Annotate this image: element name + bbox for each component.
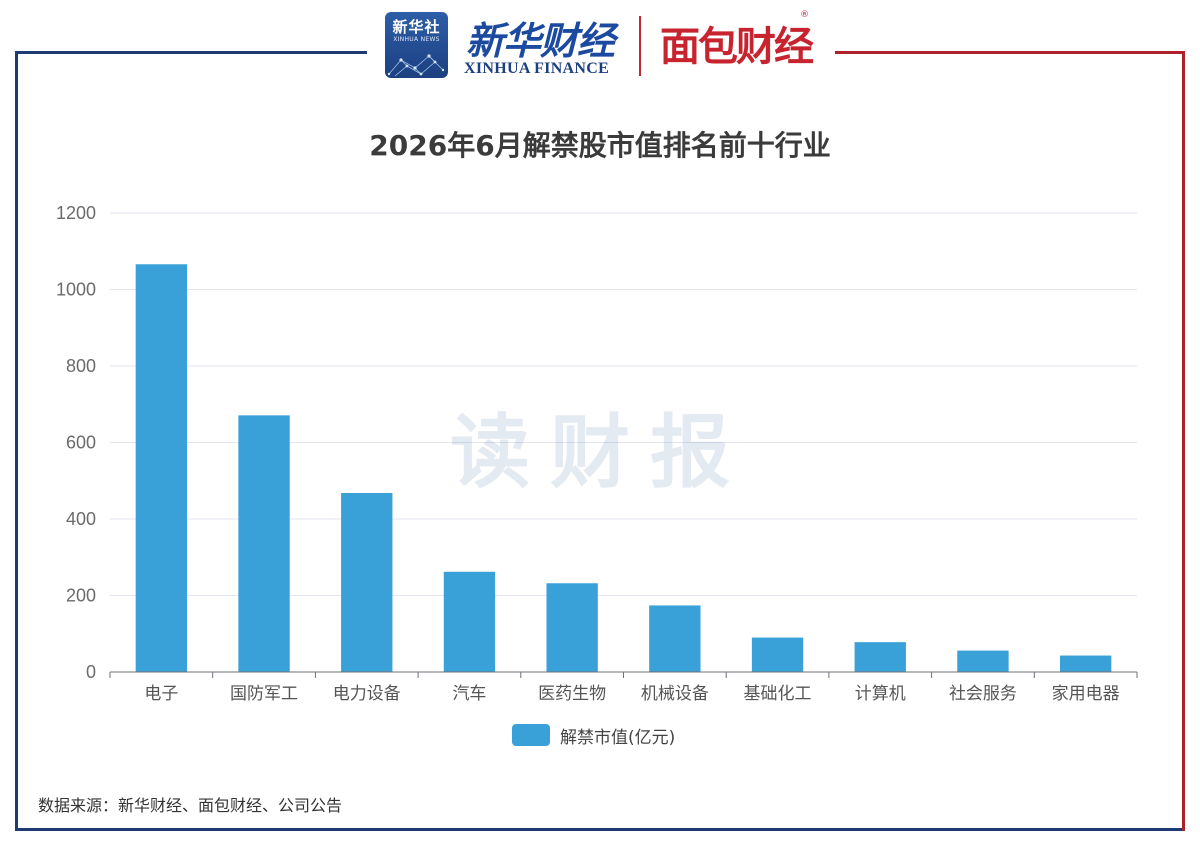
bar-6 <box>649 605 700 672</box>
x-category-label: 汽车 <box>452 684 486 704</box>
data-source-note: 数据来源：新华财经、面包财经、公司公告 <box>38 792 342 816</box>
y-tick-label: 200 <box>66 586 96 606</box>
bar-4 <box>444 572 495 672</box>
bar-9 <box>957 651 1008 672</box>
y-tick-label: 800 <box>66 356 96 376</box>
x-category-label: 电力设备 <box>333 684 401 704</box>
x-category-label: 家用电器 <box>1052 684 1120 704</box>
x-category-label: 基础化工 <box>744 684 812 704</box>
bar-5 <box>546 583 597 672</box>
watermark: 读财报 <box>450 388 750 504</box>
x-category-label: 电子 <box>144 684 178 704</box>
legend-swatch <box>512 724 550 746</box>
x-category-label: 社会服务 <box>949 684 1017 704</box>
x-category-label: 国防军工 <box>230 684 298 704</box>
bar-3 <box>341 493 392 672</box>
x-category-label: 机械设备 <box>641 684 709 704</box>
y-tick-label: 400 <box>66 509 96 529</box>
y-tick-label: 1200 <box>56 203 96 223</box>
legend-label: 解禁市值(亿元) <box>560 723 675 748</box>
bar-10 <box>1060 656 1111 672</box>
y-tick-label: 1000 <box>56 280 96 300</box>
bar-8 <box>855 642 906 672</box>
y-tick-label: 600 <box>66 433 96 453</box>
y-tick-label: 0 <box>86 662 96 682</box>
bar-7 <box>752 638 803 672</box>
x-category-label: 计算机 <box>855 684 906 704</box>
bar-1 <box>136 264 187 672</box>
bar-2 <box>238 415 289 672</box>
x-category-label: 医药生物 <box>538 684 606 704</box>
chart-legend[interactable]: 解禁市值(亿元) <box>512 722 675 748</box>
